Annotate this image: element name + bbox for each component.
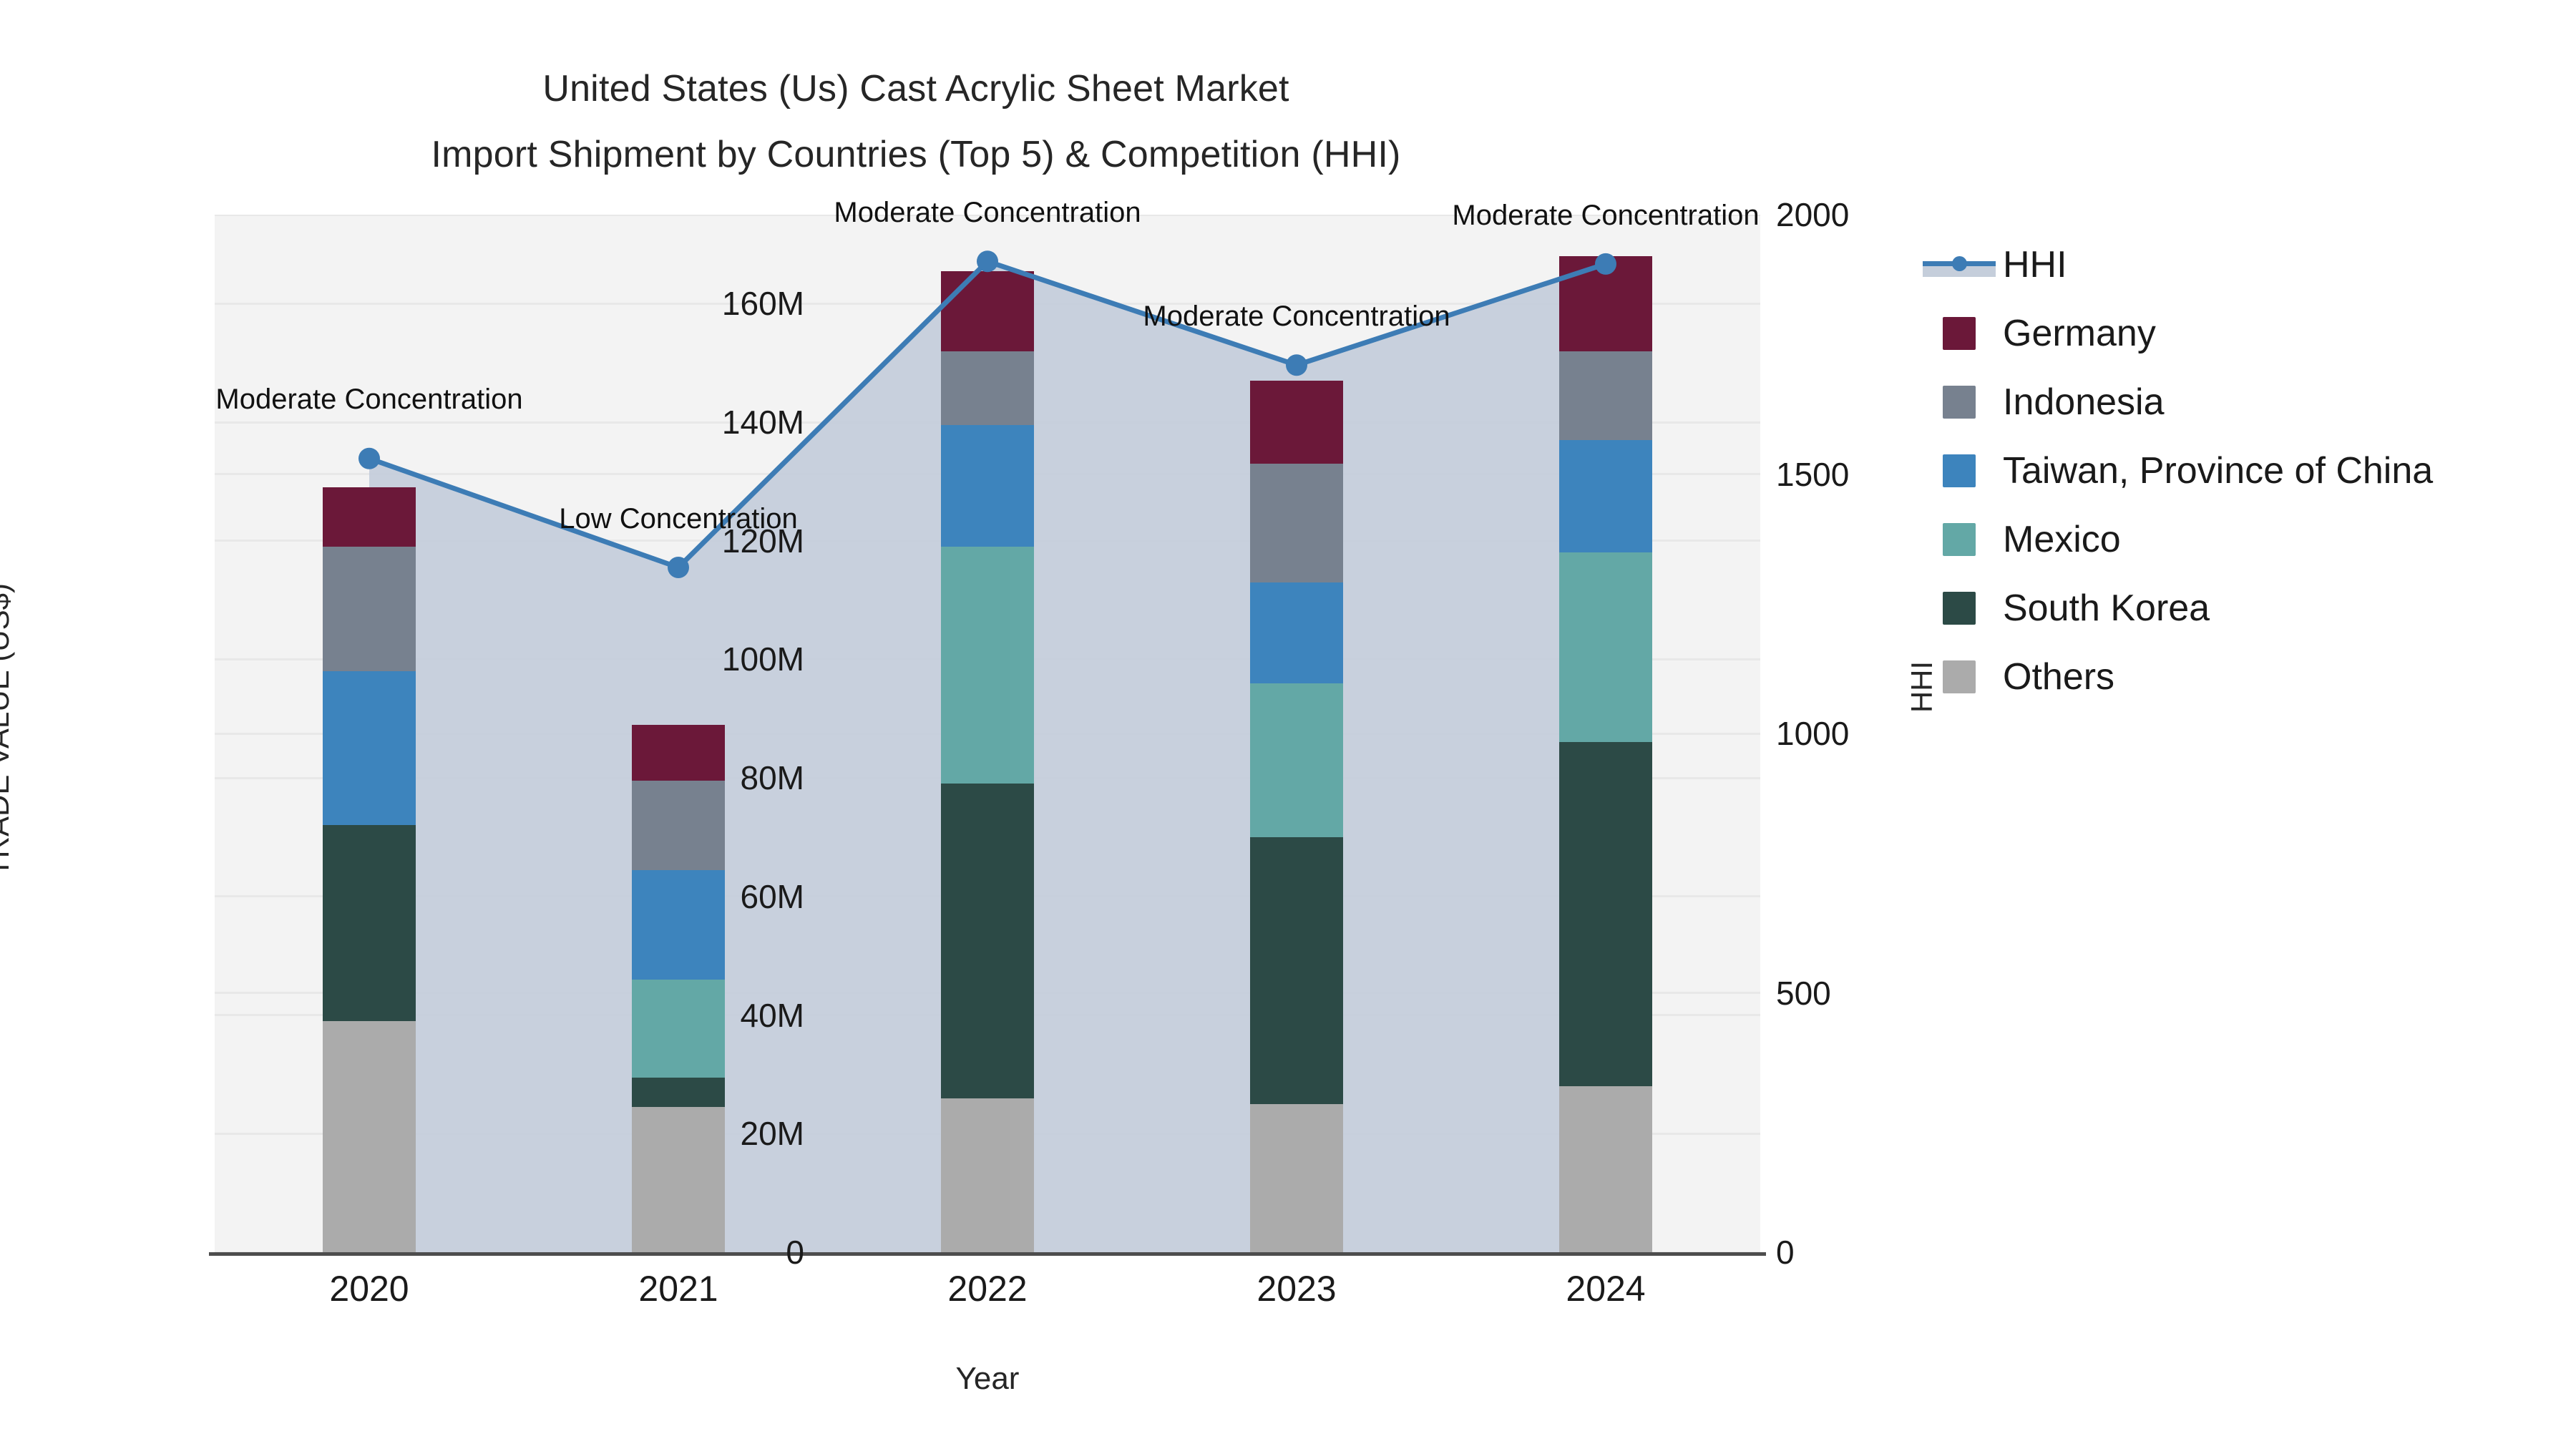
annotation-2022: Moderate Concentration [834, 197, 1141, 229]
bar-segment[interactable] [941, 547, 1034, 784]
x-axis-tick-2023: 2023 [1257, 1269, 1337, 1309]
y-axis-left-title: TRADE VALUE (US$) [0, 583, 15, 877]
bar-group-2024[interactable] [1559, 256, 1652, 1252]
hhi-marker-2022[interactable] [977, 250, 998, 273]
bar-segment[interactable] [1559, 742, 1652, 1086]
bar-segment[interactable] [941, 425, 1034, 547]
legend: HHI Germany Indonesia Taiwan, Province of C… [1923, 230, 2558, 711]
annotation-2024: Moderate Concentration [1452, 199, 1760, 231]
legend-item-label: Indonesia [2003, 381, 2165, 423]
y-axis-right-tick: 2000 [1776, 196, 1850, 233]
y-axis-right-title: HHI [1905, 660, 1938, 713]
bar-segment[interactable] [632, 979, 725, 1078]
bar-segment[interactable] [632, 869, 725, 980]
bar-segment[interactable] [1250, 837, 1343, 1104]
y-axis-left-tick: 100M [721, 640, 804, 678]
legend-item-label: Others [2003, 656, 2115, 698]
y-axis-left-tick: 40M [740, 996, 804, 1034]
y-axis-left-tick: 160M [721, 285, 804, 323]
legend-item-germany[interactable]: Germany [1943, 299, 2558, 368]
bar-segment[interactable] [323, 671, 416, 826]
y-axis-right-tick: 1500 [1776, 455, 1850, 493]
legend-color-swatch [1943, 386, 1976, 419]
x-axis-tick-2021: 2021 [638, 1269, 718, 1309]
legend-color-swatch [1943, 317, 1976, 350]
bar-group-2021[interactable] [632, 724, 725, 1252]
legend-color-swatch [1943, 523, 1976, 556]
bar-segment[interactable] [1250, 381, 1343, 464]
bar-segment[interactable] [632, 781, 725, 870]
legend-item-indonesia[interactable]: Indonesia [1943, 368, 2558, 436]
legend-item-label: Mexico [2003, 519, 2121, 560]
bar-segment[interactable] [323, 825, 416, 1021]
x-axis-line [209, 1252, 1766, 1256]
hhi-marker-2024[interactable] [1595, 253, 1616, 275]
y-axis-right-tick: 500 [1776, 974, 1831, 1012]
bar-segment[interactable] [1250, 1103, 1343, 1252]
bar-segment[interactable] [941, 784, 1034, 1098]
legend-line-icon [1923, 248, 1996, 281]
bar-group-2020[interactable] [323, 487, 416, 1252]
bar-segment[interactable] [1559, 552, 1652, 743]
y-axis-left-tick: 0 [786, 1234, 804, 1271]
x-axis-tick-2022: 2022 [947, 1269, 1028, 1309]
bar-group-2022[interactable] [941, 270, 1034, 1252]
bar-segment[interactable] [941, 351, 1034, 426]
annotation-2020: Moderate Concentration [215, 383, 523, 415]
legend-item-south-korea[interactable]: South Korea [1943, 574, 2558, 643]
legend-area-band [1923, 265, 1996, 277]
y-axis-left-tick: 20M [740, 1115, 804, 1153]
bar-segment[interactable] [1250, 582, 1343, 683]
bar-segment[interactable] [632, 724, 725, 781]
bar-group-2023[interactable] [1250, 381, 1343, 1252]
legend-item-others[interactable]: Others [1943, 643, 2558, 711]
hhi-line-series [358, 250, 1616, 578]
hhi-marker-2021[interactable] [668, 557, 689, 578]
y-axis-left-tick: 140M [721, 404, 804, 441]
bar-segment[interactable] [1559, 351, 1652, 440]
bar-segment[interactable] [323, 487, 416, 547]
y-axis-left-tick: 120M [721, 522, 804, 560]
x-axis-tick-2020: 2020 [329, 1269, 409, 1309]
bar-segment[interactable] [1559, 439, 1652, 553]
title-line-2: Import Shipment by Countries (Top 5) & C… [431, 134, 1401, 175]
legend-color-swatch [1943, 660, 1976, 693]
title-line-1: United States (Us) Cast Acrylic Sheet Ma… [542, 68, 1289, 109]
hhi-marker-2020[interactable] [358, 447, 380, 469]
plot-area [215, 215, 1760, 1252]
gridline-right [215, 215, 1760, 216]
y-axis-right-tick: 1000 [1776, 715, 1850, 752]
legend-item-label: Taiwan, Province of China [2003, 450, 2434, 492]
plot-clip [215, 215, 1760, 1252]
legend-color-swatch [1943, 454, 1976, 487]
legend-color-swatch [1943, 592, 1976, 625]
bar-segment[interactable] [941, 270, 1034, 351]
legend-item-label: Germany [2003, 313, 2156, 354]
y-axis-left-tick: 80M [740, 759, 804, 797]
hhi-marker-2023[interactable] [1286, 354, 1307, 376]
legend-item-mexico[interactable]: Mexico [1943, 505, 2558, 574]
bar-segment[interactable] [323, 547, 416, 671]
legend-item-taiwan-province-of-china[interactable]: Taiwan, Province of China [1943, 436, 2558, 505]
bar-segment[interactable] [1250, 464, 1343, 582]
bar-segment[interactable] [632, 1107, 725, 1252]
chart-title: United States (Us) Cast Acrylic Sheet Ma… [0, 56, 1832, 187]
annotation-2023: Moderate Concentration [1143, 301, 1450, 333]
bar-segment[interactable] [1559, 1086, 1652, 1252]
bar-segment[interactable] [941, 1098, 1034, 1252]
bar-segment[interactable] [323, 1020, 416, 1252]
legend-item-label: HHI [2003, 244, 2067, 286]
bar-segment[interactable] [632, 1077, 725, 1107]
legend-item-hhi[interactable]: HHI [1923, 230, 2558, 299]
bar-segment[interactable] [1250, 683, 1343, 837]
y-axis-left-tick: 60M [740, 877, 804, 915]
x-axis-tick-2024: 2024 [1566, 1269, 1646, 1309]
legend-item-label: South Korea [2003, 587, 2210, 629]
legend-line-marker-icon [1952, 256, 1967, 271]
annotation-2021: Low Concentration [559, 503, 798, 535]
x-axis-title: Year [955, 1361, 1020, 1396]
y-axis-right-tick: 0 [1776, 1234, 1795, 1271]
